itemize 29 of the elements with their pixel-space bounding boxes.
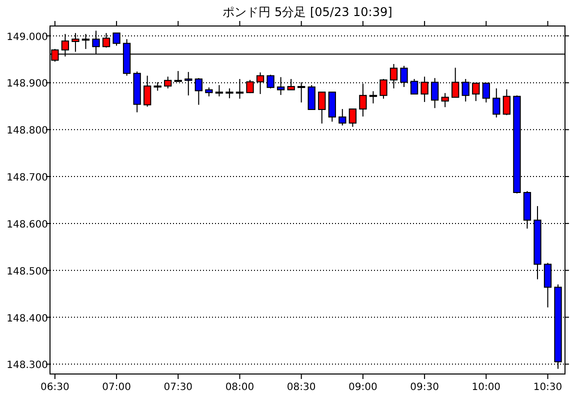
candlestick — [369, 90, 378, 104]
candlestick — [215, 84, 224, 97]
x-tick-label: 09:00 — [348, 382, 378, 393]
candlestick — [348, 108, 357, 128]
candlestick — [226, 88, 234, 99]
title: ポンド円 5分足 [05/23 10:39] — [222, 5, 392, 19]
candlestick — [492, 88, 500, 118]
y-tick-label: 148.500 — [6, 266, 48, 278]
y-tick-label: 148.300 — [6, 360, 48, 372]
y-tick-label: 148.700 — [6, 172, 48, 184]
candlestick — [236, 78, 244, 100]
x-tick-label: 10:30 — [533, 382, 562, 393]
x-tick-label: 07:30 — [164, 382, 193, 393]
x-tick-label: 10:00 — [472, 382, 501, 393]
x-tick-label: 06:30 — [40, 382, 70, 393]
y-tick-label: 149.000 — [6, 32, 48, 43]
x-tick-label: 07:00 — [102, 382, 131, 393]
y-tick-label: 148.800 — [6, 126, 48, 137]
x-tick-label: 09:30 — [410, 382, 439, 393]
candlestick — [338, 108, 346, 126]
x-tick-label: 08:30 — [286, 382, 316, 393]
candlestick — [502, 88, 511, 116]
candlestick — [441, 92, 449, 108]
y-tick-label: 148.600 — [6, 219, 48, 230]
candlestick — [318, 92, 326, 124]
y-tick-label: 148.900 — [6, 78, 48, 90]
x-tick-label: 08:00 — [225, 382, 254, 393]
y-tick-label: 148.400 — [6, 313, 48, 324]
candlestick — [308, 84, 316, 110]
